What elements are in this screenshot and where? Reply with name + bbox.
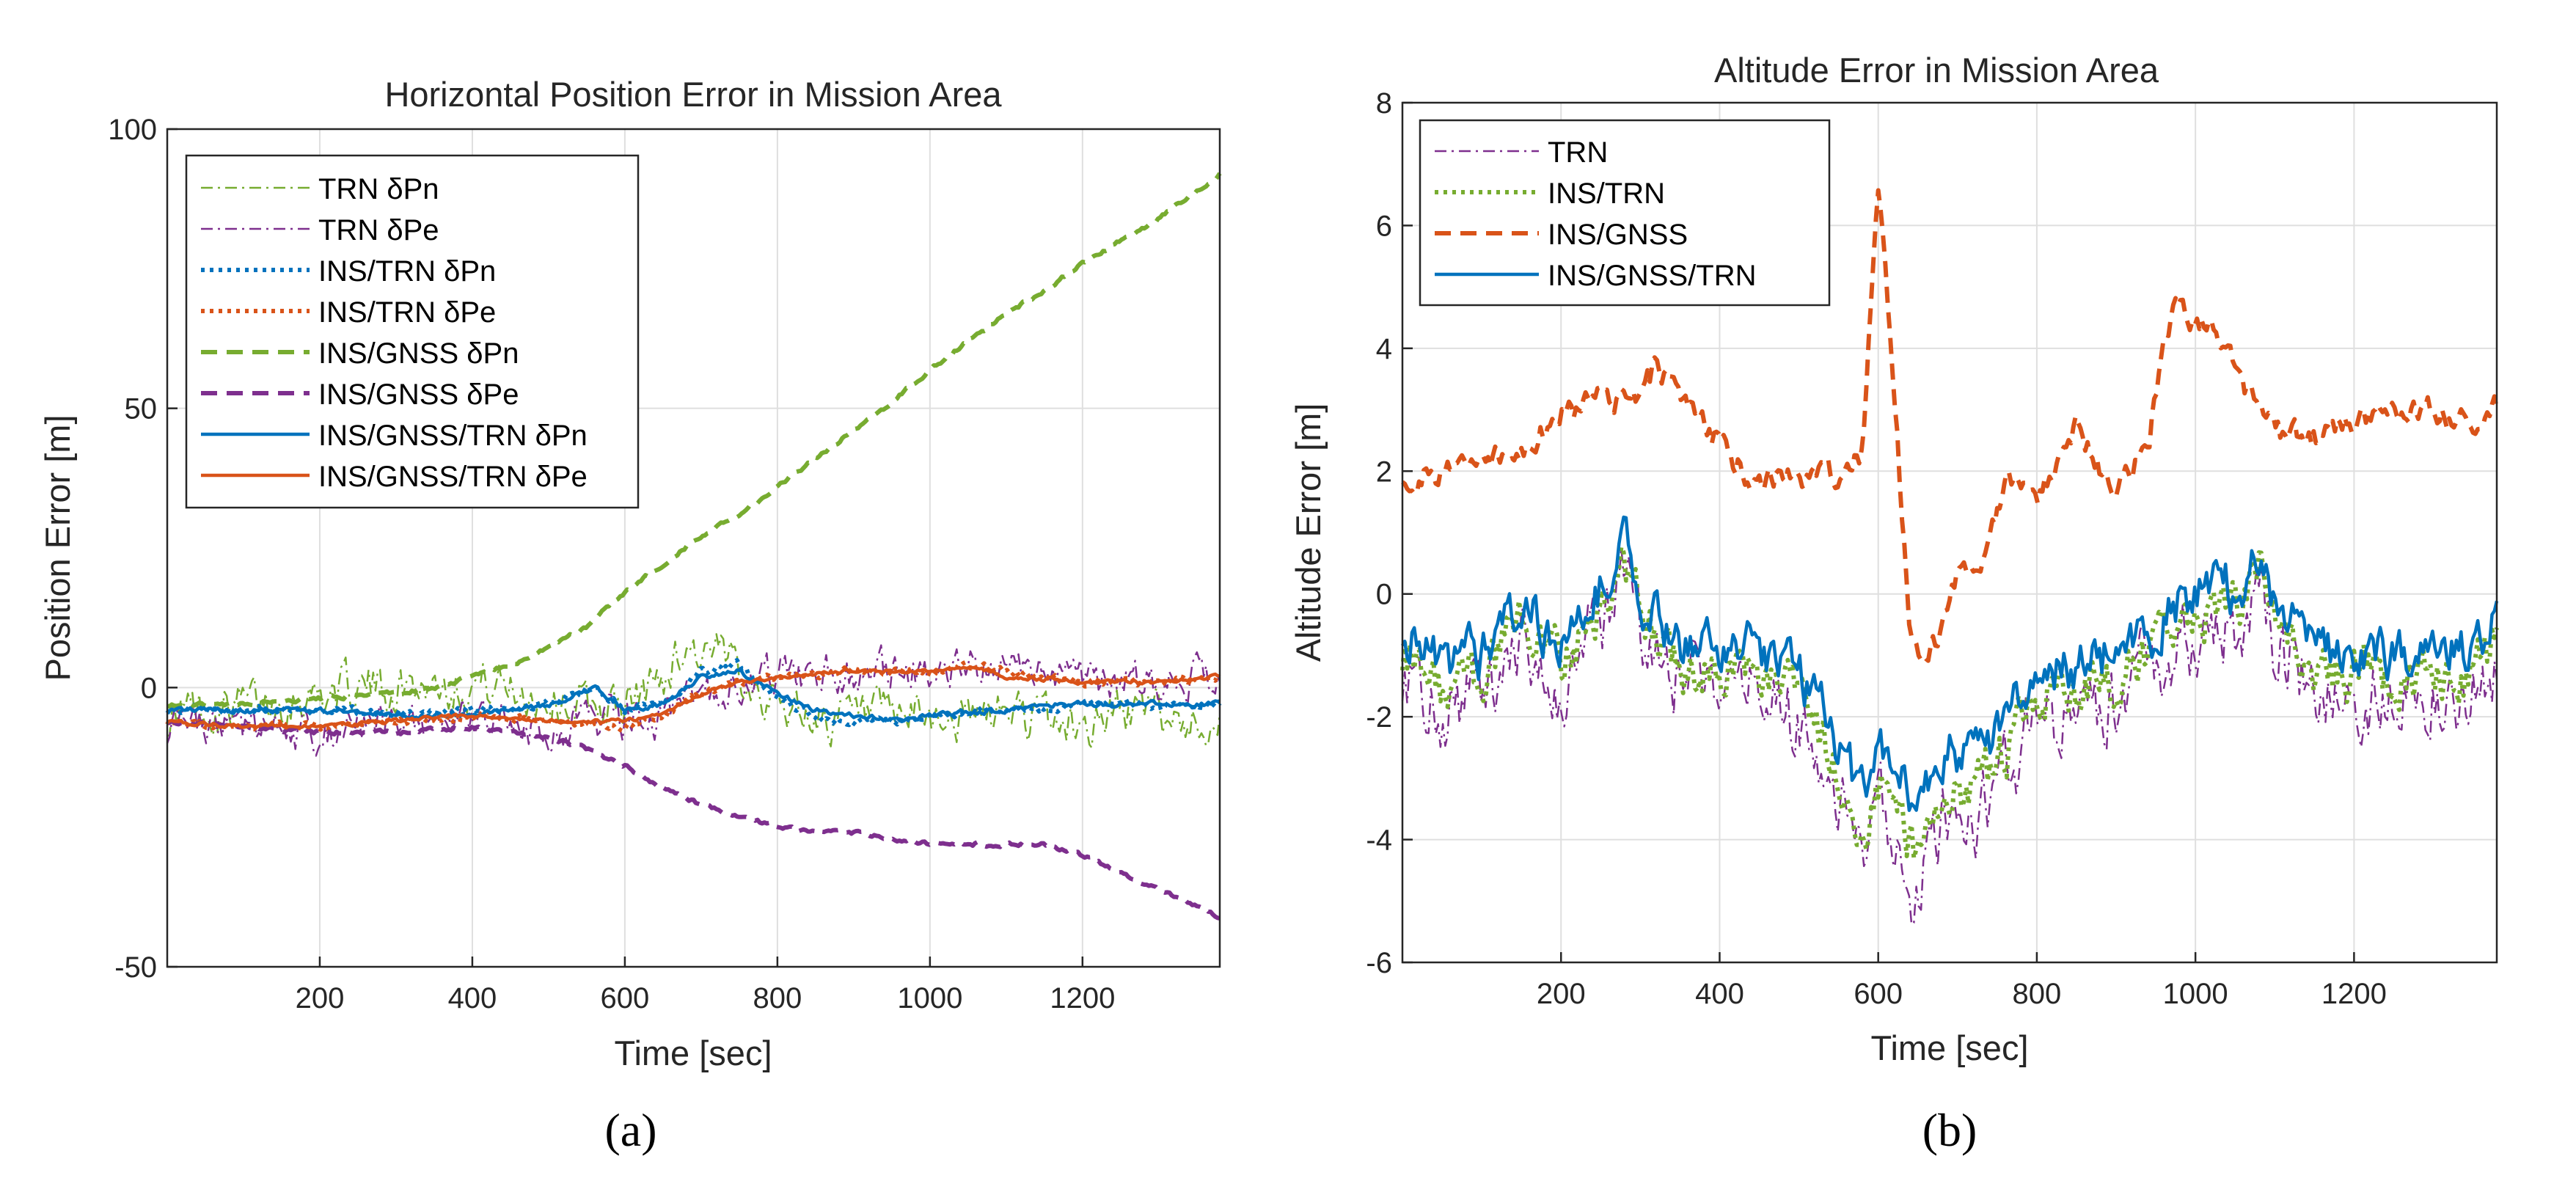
legend-entry: INS/GNSS/TRN δPn [318, 420, 588, 452]
series-line [167, 719, 1221, 921]
y-tick-label: 0 [141, 672, 157, 704]
chart-b-series-lines [1400, 188, 2499, 926]
legend-entry: INS/GNSS/TRN [1548, 260, 1756, 292]
chart-a-y-axis-label: Position Error [m] [38, 414, 77, 681]
series-line [166, 665, 1221, 730]
chart-b-y-axis-label: Altitude Error [m] [1289, 403, 1328, 662]
series-line [166, 668, 1221, 723]
chart-a-series-lines [165, 172, 1222, 921]
chart-b-legend: TRN INS/TRN INS/GNSS INS/GNSS/TRN [1419, 119, 1831, 307]
chart-b-title: Altitude Error in Mission Area [1714, 51, 2159, 89]
y-tick-label: 6 [1376, 210, 1392, 242]
series-line [167, 633, 1221, 749]
x-tick-label: 1200 [2321, 978, 2387, 1010]
y-tick-label: 2 [1376, 456, 1392, 488]
legend-entry: INS/TRN δPn [318, 255, 496, 288]
panel-b-label: (b) [1922, 1104, 1977, 1156]
x-tick-label: 800 [753, 982, 802, 1014]
x-tick-label: 400 [1695, 978, 1744, 1010]
y-tick-label: -4 [1366, 824, 1392, 857]
x-tick-label: 1000 [2163, 978, 2228, 1010]
legend-entry: TRN [1548, 136, 1608, 169]
panel-a-label: (a) [604, 1104, 656, 1156]
y-tick-label: -2 [1366, 701, 1392, 734]
x-tick-label: 400 [448, 982, 497, 1014]
y-tick-label: -50 [114, 951, 157, 984]
legend-entry: INS/GNSS δPn [318, 337, 519, 370]
y-tick-label: -6 [1366, 947, 1392, 979]
legend-entry: INS/GNSS/TRN δPe [318, 461, 588, 493]
legend-entry: TRN δPe [318, 214, 439, 246]
series-line [165, 658, 1222, 728]
legend-entry: INS/GNSS δPe [318, 379, 519, 411]
series-line [1400, 544, 2499, 861]
y-tick-label: 50 [125, 393, 158, 425]
x-tick-label: 200 [1537, 978, 1586, 1010]
x-tick-label: 600 [601, 982, 650, 1014]
x-tick-label: 200 [296, 982, 345, 1014]
y-tick-label: 100 [108, 114, 157, 146]
chart-b-x-ticks: 200 400 600 800 1000 1200 [1537, 952, 2387, 1010]
chart-a-y-ticks: -50 0 50 100 [108, 114, 178, 984]
legend-entry: INS/TRN [1548, 178, 1665, 210]
series-line [167, 172, 1222, 709]
panel-b-altitude-error: Altitude Error in Mission Area 200 400 600… [1289, 51, 2499, 1156]
chart-a-x-axis-label: Time [sec] [614, 1034, 772, 1072]
y-tick-label: 0 [1376, 579, 1392, 611]
legend-entry: TRN δPn [318, 173, 439, 205]
chart-a-axes-box [166, 128, 1221, 968]
legend-box [185, 154, 640, 509]
legend-entry: INS/TRN δPe [318, 296, 496, 329]
legend-entry: INS/GNSS [1548, 219, 1688, 251]
x-tick-label: 1200 [1050, 982, 1115, 1014]
chart-b-y-ticks: -6 -4 -2 0 2 4 6 8 [1366, 87, 1413, 979]
y-tick-label: 8 [1376, 87, 1392, 120]
chart-a-title: Horizontal Position Error in Mission Are… [384, 75, 1002, 114]
y-tick-label: 4 [1376, 333, 1392, 365]
x-tick-label: 800 [2013, 978, 2062, 1010]
chart-b-x-axis-label: Time [sec] [1870, 1028, 2028, 1067]
series-line [1401, 188, 2499, 663]
x-tick-label: 1000 [897, 982, 962, 1014]
x-tick-label: 600 [1854, 978, 1903, 1010]
panel-a-horizontal-position-error: Horizontal Position Error in Mission Are… [38, 75, 1222, 1156]
chart-a-x-ticks: 200 400 600 800 1000 1200 [296, 957, 1115, 1014]
series-line [1401, 546, 2498, 926]
chart-a-legend: TRN δPn TRN δPe INS/TRN δPn INS/TRN δPe INS/… [185, 154, 640, 509]
series-line [166, 644, 1221, 757]
series-line [1401, 515, 2499, 813]
chart-b-axes-box [1401, 101, 2498, 964]
